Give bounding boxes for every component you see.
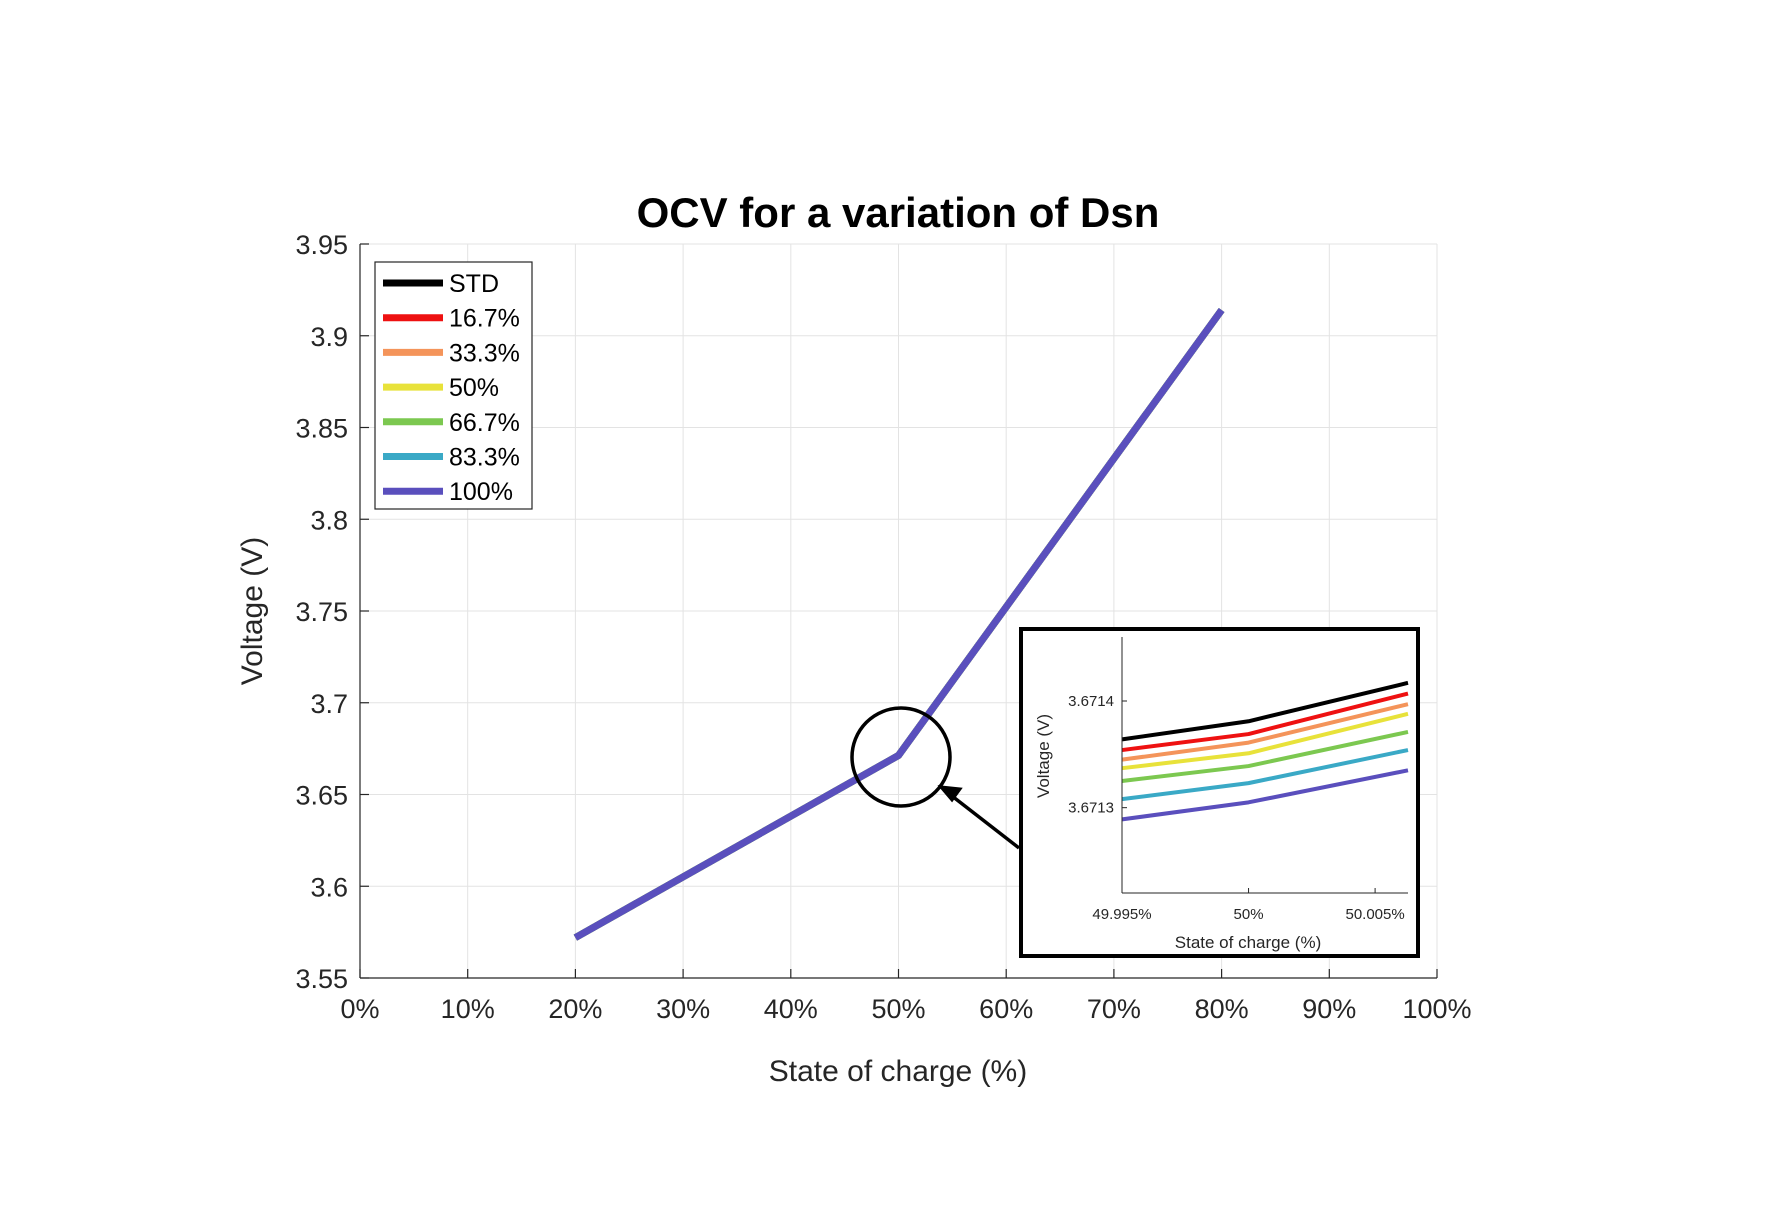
inset-y-axis-label: Voltage (V): [1034, 714, 1053, 798]
inset-x-tick-label: 49.995%: [1092, 906, 1151, 923]
inset-frame: [1019, 627, 1420, 958]
x-tick-label: 50%: [871, 994, 925, 1024]
inset-y-tick-labels: 3.6713 3.6714: [1068, 693, 1127, 817]
inset-x-tick-labels: 49.995% 50% 50.005%: [1092, 888, 1405, 923]
main-series-group: [573, 308, 1225, 941]
inset-y-tick-label: 3.6713: [1068, 800, 1114, 817]
x-tick-label: 0%: [340, 994, 379, 1024]
inset-series-line-66-7-: [1121, 729, 1409, 783]
x-tick-label: 60%: [979, 994, 1033, 1024]
x-tick-label: 80%: [1195, 994, 1249, 1024]
y-tick-label: 3.65: [295, 781, 348, 811]
x-axis-label: State of charge (%): [769, 1055, 1027, 1088]
inset-series-line-50-: [1121, 711, 1409, 771]
inset-series-group: [1121, 680, 1409, 822]
x-tick-label: 70%: [1087, 994, 1141, 1024]
inset-y-tick-label: 3.6714: [1068, 693, 1114, 710]
inset-series-line-33-3-: [1121, 702, 1409, 762]
main-axes: [359, 244, 1437, 979]
inset-x-tick-label: 50%: [1234, 906, 1264, 923]
x-tick-label: 90%: [1302, 994, 1356, 1024]
legend-items: STD 16.7% 33.3% 50% 66.7% 83.3% 100%: [383, 270, 520, 506]
y-tick-labels: 3.55 3.6 3.65 3.7 3.75 3.8 3.85 3.9 3.95: [295, 230, 348, 994]
inset-x-axis-label: State of charge (%): [1175, 933, 1321, 952]
y-axis-label: Voltage (V): [236, 537, 269, 685]
y-tick-label: 3.75: [295, 597, 348, 627]
y-tick-label: 3.95: [295, 230, 348, 260]
y-tick-label: 3.85: [295, 414, 348, 444]
inset-x-tick-label: 50.005%: [1345, 906, 1404, 923]
x-tick-label: 10%: [441, 994, 495, 1024]
inset-series-line-std: [1121, 680, 1409, 742]
inset-series-line-16-7-: [1121, 691, 1409, 753]
y-tick-label: 3.8: [310, 505, 348, 535]
x-tick-label: 100%: [1402, 994, 1471, 1024]
legend-label: 33.3%: [449, 339, 520, 367]
y-tick-label: 3.9: [310, 322, 348, 352]
inset-series-line-83-3-: [1121, 748, 1409, 802]
main-plot: 0% 10% 20% 30% 40% 50% 60% 70% 80% 90% 100% 3.553.…: [236, 189, 1472, 1088]
legend-label: 100%: [449, 478, 513, 506]
zoom-arrow-line: [950, 794, 1021, 850]
x-tick-labels: 0% 10% 20% 30% 40% 50% 60% 70% 80% 90% 100%: [340, 994, 1471, 1024]
series-line-100-: [573, 308, 1225, 941]
y-tick-label: 3.55: [295, 964, 348, 994]
x-tick-label: 40%: [764, 994, 818, 1024]
x-tick-label: 20%: [548, 994, 602, 1024]
zoom-arrowhead: [937, 785, 963, 803]
legend-label: 16.7%: [449, 305, 520, 333]
y-tick-label: 3.7: [310, 689, 348, 719]
legend-label: STD: [449, 270, 499, 298]
zoom-annotation: [850, 706, 1021, 850]
inset-zoom-plot: 49.995% 50% 50.005% 3.6713 3.6714 State of …: [1019, 627, 1420, 958]
legend-label: 66.7%: [449, 409, 520, 437]
y-tick-label: 3.6: [310, 872, 348, 902]
inset-series-line-100-: [1121, 768, 1409, 822]
x-tick-label: 30%: [656, 994, 710, 1024]
zoom-circle: [850, 706, 952, 808]
chart-title: OCV for a variation of Dsn: [637, 189, 1160, 236]
legend-label: 50%: [449, 374, 499, 402]
legend-label: 83.3%: [449, 444, 520, 472]
legend: STD 16.7% 33.3% 50% 66.7% 83.3% 100%: [374, 261, 533, 510]
